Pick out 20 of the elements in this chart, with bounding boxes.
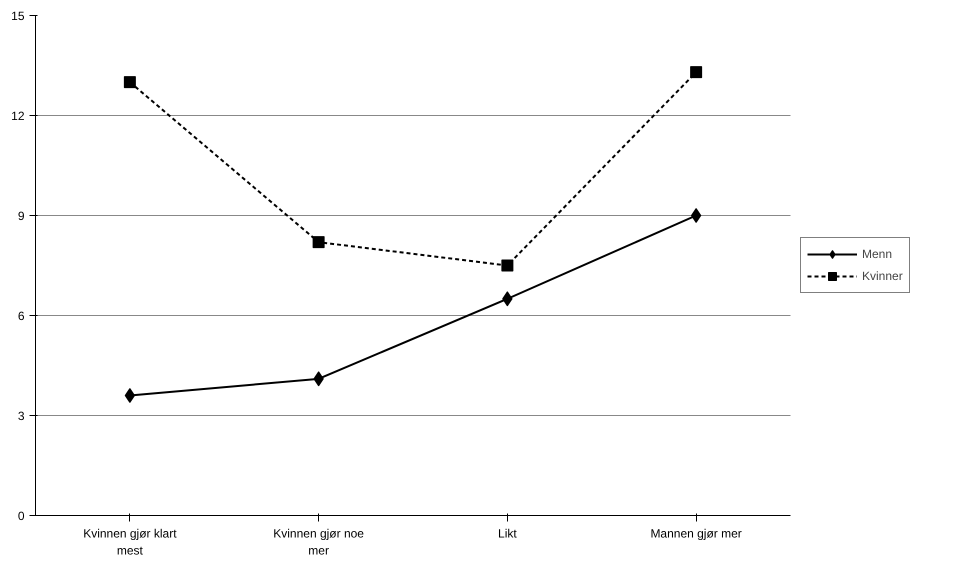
point <box>690 208 702 223</box>
y-tick-label: 3 <box>18 409 25 423</box>
y-tick-label: 6 <box>18 309 25 323</box>
y-tick-label: 9 <box>18 209 25 223</box>
point <box>313 371 324 386</box>
x-tick-label: Likt <box>498 526 518 540</box>
x-tick-label: Kvinnen gjør noe mer <box>273 526 364 558</box>
x-tick-label: Mannen gjør mer <box>650 526 742 540</box>
y-tick-label: 0 <box>18 509 25 523</box>
point <box>501 260 514 272</box>
legend-label: Menn <box>862 247 892 261</box>
x-tick-label: Kvinnen gjør klart mest <box>83 526 178 558</box>
y-tick-label: 15 <box>11 9 25 23</box>
y-tick-label: 12 <box>11 109 25 123</box>
point <box>690 66 702 78</box>
legend-label: Kvinner <box>862 269 903 283</box>
point <box>312 236 325 248</box>
point <box>124 388 136 403</box>
point <box>502 291 513 306</box>
point <box>124 76 136 88</box>
